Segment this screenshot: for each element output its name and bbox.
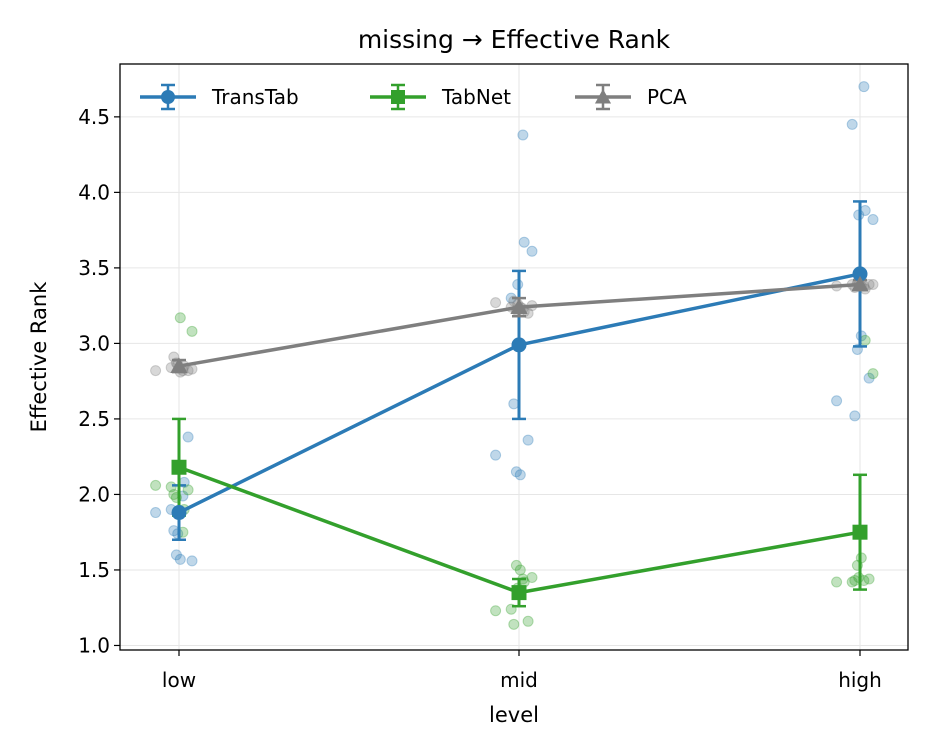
jitter-point [490, 449, 502, 461]
jitter-point [859, 334, 871, 346]
mean-marker [391, 90, 405, 104]
jitter-point [150, 365, 162, 377]
y-tick-label: 3.0 [78, 331, 110, 355]
y-tick-label: 3.5 [78, 256, 110, 280]
jitter-point [846, 576, 858, 588]
jitter-point [182, 484, 194, 496]
jitter-point [514, 469, 526, 481]
y-axis: 1.0 1.5 2.0 2.5 3.0 3.5 4.0 4.5 [78, 105, 120, 657]
x-axis-label: level [489, 703, 539, 727]
y-tick-label: 1.5 [78, 558, 110, 582]
x-tick-label: mid [500, 668, 538, 692]
jitter-point [186, 555, 198, 567]
jitter-point [150, 507, 162, 519]
y-tick-label: 4.0 [78, 180, 110, 204]
x-tick-label: high [838, 668, 882, 692]
legend-label: TabNet [441, 85, 511, 109]
mean-marker [852, 524, 868, 540]
jitter-point [526, 245, 538, 257]
jitter-point [186, 325, 198, 337]
legend-label: PCA [647, 85, 687, 109]
jitter-point [522, 615, 534, 627]
jitter-point [514, 564, 526, 576]
jitter-point [510, 466, 522, 478]
mean-marker [594, 88, 612, 104]
mean-marker [171, 505, 187, 521]
legend: TransTab TabNet PCA [140, 83, 687, 111]
mean-marker [161, 90, 175, 104]
mean-marker [171, 459, 187, 475]
jitter-point [170, 549, 182, 561]
jitter-point [174, 312, 186, 324]
y-tick-label: 1.0 [78, 633, 110, 657]
jitter-point [863, 372, 875, 384]
mean-marker [511, 585, 527, 601]
y-tick-label: 2.5 [78, 407, 110, 431]
x-axis: low mid high [162, 650, 882, 692]
legend-label: TransTab [211, 85, 299, 109]
jitter-point [165, 481, 177, 493]
jitter-point [863, 573, 875, 585]
jitter-point [518, 236, 530, 248]
jitter-point [508, 618, 520, 630]
plot-frame [119, 63, 909, 651]
mean-marker [170, 357, 188, 373]
jitter-point [858, 81, 870, 93]
mean-marker [511, 337, 527, 353]
chart-title: missing → Effective Rank [358, 25, 671, 54]
mean-marker [851, 275, 869, 292]
jitter-point [517, 129, 529, 141]
x-tick-label: low [162, 668, 196, 692]
jitter-point [831, 395, 843, 407]
mean-markers [170, 266, 869, 601]
jitter-point [867, 279, 879, 291]
jitter-point [867, 214, 879, 226]
jitter-point [849, 410, 861, 422]
y-axis-label: Effective Rank [27, 281, 51, 433]
jitter-point [867, 368, 879, 380]
mean-marker [852, 266, 868, 282]
jitter-point [522, 434, 534, 446]
jitter-point [182, 431, 194, 443]
mean-marker [510, 298, 528, 315]
jitter-point [490, 297, 502, 309]
jitter-point [846, 118, 858, 130]
jitter-point [508, 398, 520, 410]
jitter-point [526, 572, 538, 584]
jitter-point [174, 553, 186, 565]
y-tick-label: 2.0 [78, 482, 110, 506]
jitter-point [490, 605, 502, 617]
jitter-point [510, 559, 522, 571]
y-tick-label: 4.5 [78, 105, 110, 129]
jitter-point [831, 576, 843, 588]
jitter-point [150, 479, 162, 491]
